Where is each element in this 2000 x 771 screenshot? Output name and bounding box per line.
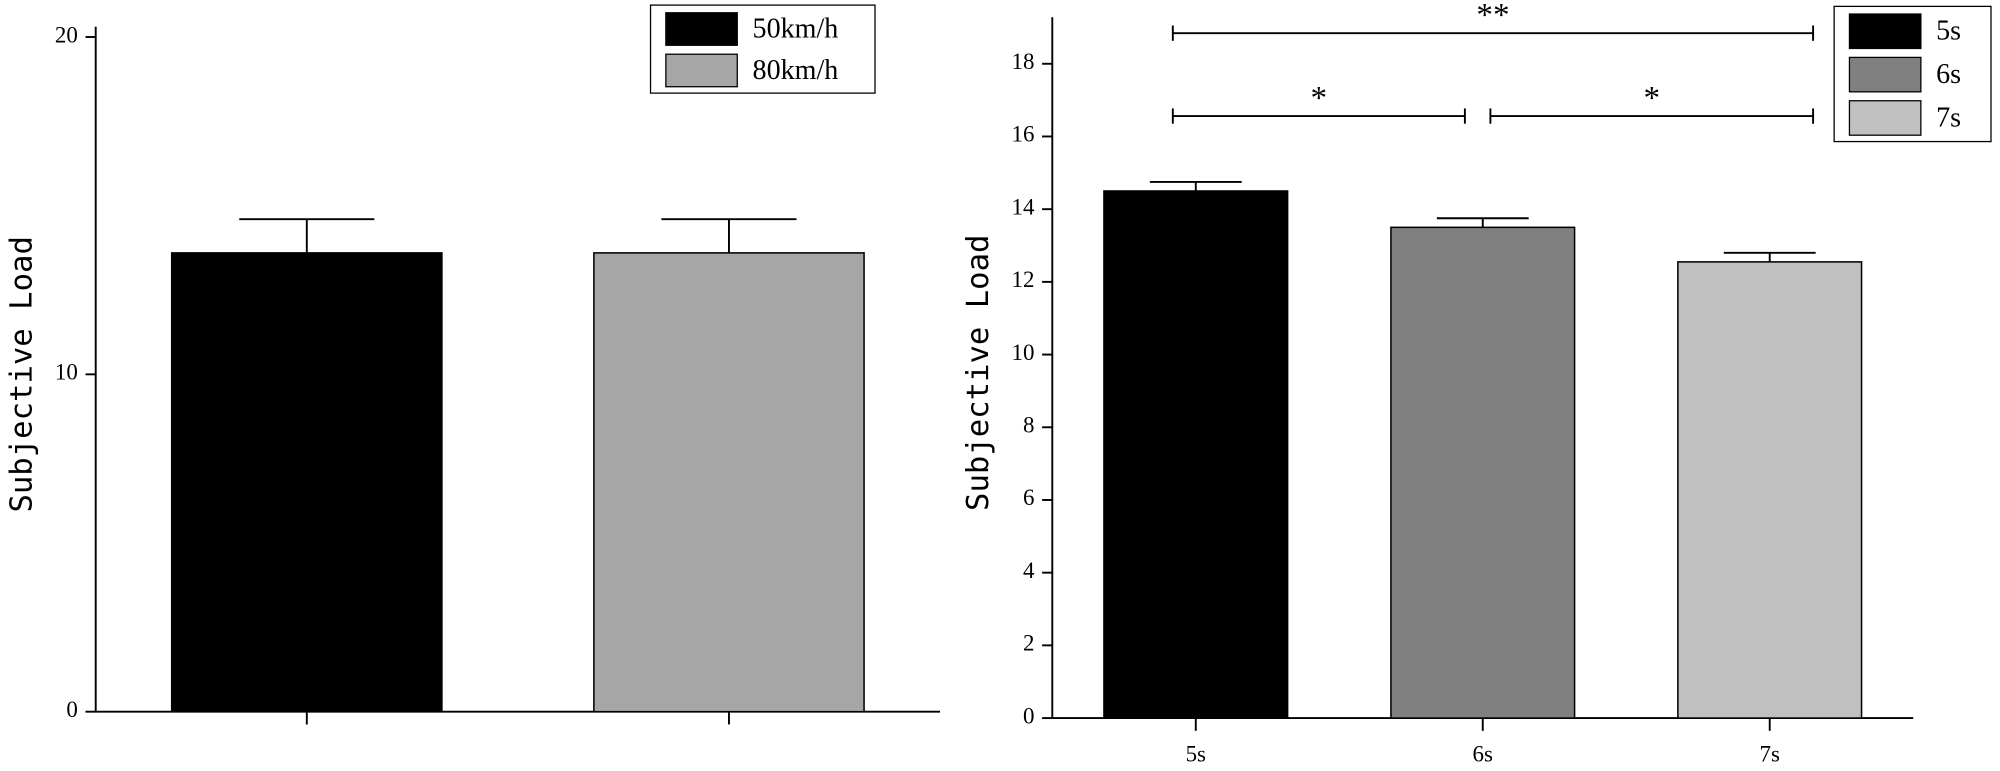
legend-swatch [1848, 56, 1922, 93]
y-tick-label: 6 [1023, 485, 1034, 510]
y-tick-label: 8 [1023, 413, 1034, 438]
y-tick-label: 12 [1011, 267, 1034, 292]
y-tick-label: 20 [55, 22, 78, 47]
sig-label: ** [1476, 0, 1509, 33]
sig-label: * [1311, 79, 1328, 116]
bar [593, 252, 865, 713]
bar [170, 252, 443, 713]
y-axis-label: Subjective Load [5, 236, 40, 512]
legend-swatch [1848, 100, 1922, 136]
legend-swatch [665, 53, 738, 88]
y-tick-label: 14 [1011, 194, 1034, 219]
y-tick-label: 0 [1023, 703, 1034, 728]
y-axis-label: Subjective Load [961, 235, 996, 511]
y-tick-label: 2 [1023, 631, 1034, 656]
bar [1677, 261, 1863, 719]
sig-label: * [1643, 79, 1660, 116]
legend-label: 7s [1936, 102, 1961, 133]
y-tick-label: 4 [1023, 558, 1035, 583]
legend-label: 80km/h [753, 55, 839, 86]
legend-label: 6s [1936, 59, 1961, 90]
bar [1103, 190, 1289, 719]
bar [1390, 226, 1576, 719]
legend-swatch [1848, 13, 1922, 50]
y-tick-label: 0 [66, 697, 77, 722]
legend-label: 5s [1936, 16, 1961, 47]
legend-swatch [665, 12, 738, 46]
x-tick-label: 5s [1186, 742, 1206, 767]
y-tick-label: 10 [55, 360, 78, 385]
x-tick-label: 6s [1473, 742, 1493, 767]
x-tick-label: 7s [1760, 742, 1780, 767]
y-tick-label: 18 [1011, 49, 1034, 74]
y-tick-label: 16 [1011, 122, 1034, 147]
legend-label: 50km/h [753, 13, 839, 44]
y-tick-label: 10 [1011, 340, 1034, 365]
